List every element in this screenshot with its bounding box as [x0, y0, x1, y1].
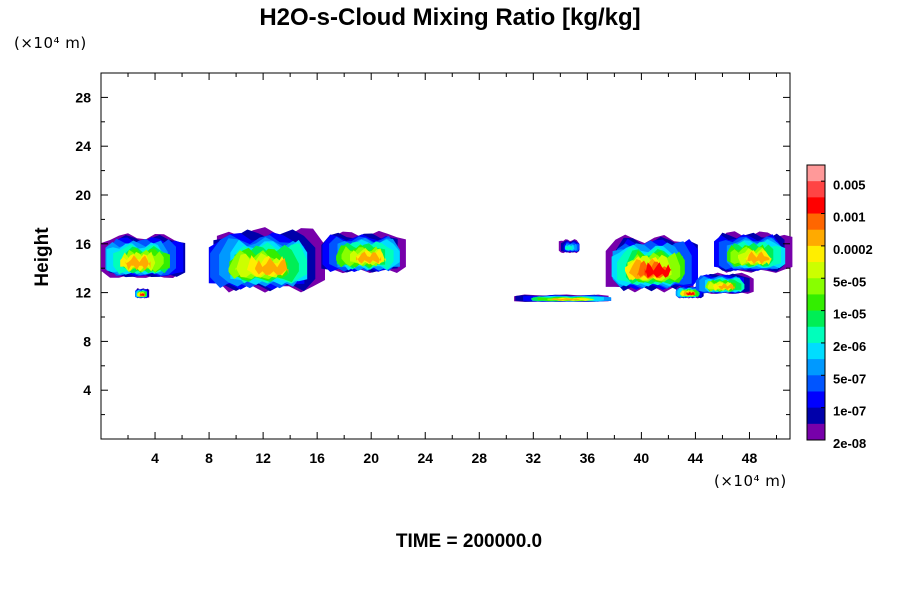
colorbar-frame	[806, 164, 826, 441]
colorbar-swatch	[807, 342, 825, 360]
cloud-band	[605, 234, 698, 293]
cloud-band	[135, 288, 150, 299]
cloud-contour-level	[140, 293, 145, 297]
colorbar-label: 1e-07	[833, 404, 866, 419]
x-tick-label: 16	[309, 450, 325, 466]
cloud-fields	[101, 227, 793, 302]
cloud-band	[675, 285, 704, 299]
cloud-band	[714, 231, 793, 273]
x-tick-label: 28	[471, 450, 487, 466]
x-tick-label: 40	[634, 450, 650, 466]
colorbar-swatch	[807, 375, 825, 392]
x-tick-label: 4	[151, 450, 159, 466]
cloud-band	[321, 230, 406, 274]
colorbar-swatch	[807, 310, 825, 328]
colorbar-swatch	[807, 294, 825, 312]
colorbar-swatch	[807, 423, 825, 441]
cloud-contour-level	[255, 257, 289, 276]
colorbar-swatch	[807, 326, 825, 344]
cloud-band	[514, 294, 612, 302]
colorbar-label: 0.005	[833, 177, 866, 192]
x-tick-label: 48	[742, 450, 758, 466]
colorbar-swatch	[807, 278, 825, 295]
cloud-contour-level	[686, 291, 695, 296]
cloud-contour-level	[125, 255, 151, 271]
x-axis-unit: (×10⁴ m)	[714, 472, 787, 490]
colorbar-label: 5e-07	[833, 371, 866, 386]
cloud-contour-level	[356, 251, 382, 264]
colorbar-label: 0.0002	[833, 242, 873, 257]
cloud-contour-level	[746, 251, 770, 265]
cloud-band	[101, 233, 186, 278]
x-tick-label: 20	[363, 450, 379, 466]
colorbar-swatch	[807, 213, 825, 231]
colorbar-label: 0.001	[833, 210, 866, 225]
colorbar-swatch	[807, 391, 825, 409]
colorbar-label: 2e-06	[833, 339, 866, 354]
cloud-band	[558, 239, 580, 254]
cloud-contour-level	[565, 245, 573, 250]
y-tick-label: 16	[75, 236, 91, 252]
x-tick-label: 8	[205, 450, 213, 466]
x-tick-label: 36	[580, 450, 596, 466]
colorbar-swatch	[807, 229, 825, 247]
colorbar: 0.005 0.001 0.0002 5e-05 1e-05 2e-06 5e-07 1e-0…	[806, 164, 873, 451]
x-tick-label: 32	[526, 450, 542, 466]
y-tick-label: 24	[75, 138, 91, 154]
x-tick-label: 44	[688, 450, 704, 466]
y-tick-label: 12	[75, 285, 91, 301]
time-caption: TIME = 200000.0	[395, 531, 543, 552]
cloud-contour-level	[550, 298, 580, 301]
y-tick-label: 20	[75, 187, 91, 203]
cloud-contour-level	[718, 283, 735, 291]
colorbar-swatch	[807, 197, 825, 215]
cloud-band	[695, 272, 754, 294]
y-tick-label: 8	[83, 333, 91, 349]
colorbar-label: 1e-05	[833, 307, 866, 322]
colorbar-swatch	[807, 262, 825, 279]
x-tick-label: 24	[417, 450, 433, 466]
colorbar-swatch	[807, 181, 825, 198]
colorbar-swatch	[807, 245, 825, 263]
cloud-contour-level	[644, 262, 672, 278]
colorbar-swatch	[807, 407, 825, 425]
cloud-band	[208, 227, 325, 293]
colorbar-swatch	[807, 165, 825, 182]
y-tick-label: 4	[83, 382, 91, 398]
colorbar-label: 5e-05	[833, 274, 866, 289]
colorbar-swatch	[807, 359, 825, 376]
x-tick-label: 12	[255, 450, 271, 466]
y-axis-unit: (×10⁴ m)	[14, 34, 87, 52]
colorbar-label: 2e-08	[833, 436, 866, 451]
y-tick-label: 28	[75, 89, 91, 105]
chart-title: H2O-s-Cloud Mixing Ratio [kg/kg]	[259, 4, 641, 31]
